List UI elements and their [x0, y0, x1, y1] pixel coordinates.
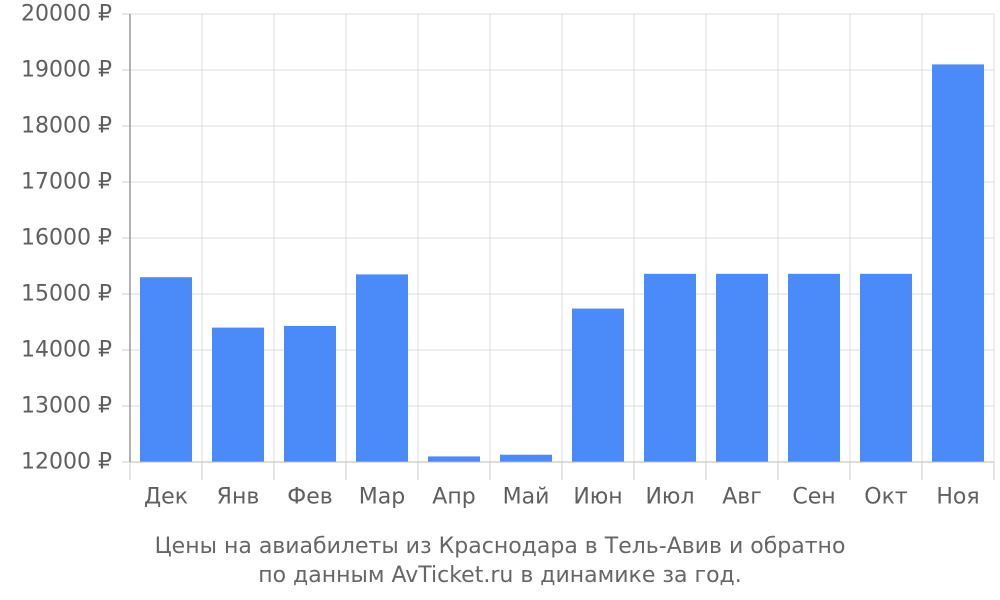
x-tick-label: Фев	[287, 485, 332, 510]
x-tick-label: Дек	[144, 485, 188, 510]
bar-5	[428, 456, 480, 462]
bar-chart: 12000 ₽ 13000 ₽ 14000 ₽ 15000 ₽ 16000 ₽ 17000…	[21, 2, 995, 510]
axes	[129, 14, 994, 463]
grid-lines	[122, 13, 995, 480]
y-tick-label: 16000 ₽	[21, 226, 112, 251]
x-tick-label: Мар	[359, 485, 405, 510]
y-tick-labels: 12000 ₽ 13000 ₽ 14000 ₽ 15000 ₽ 16000 ₽ 17000…	[21, 2, 112, 475]
y-tick-label: 18000 ₽	[21, 114, 112, 139]
bar-6	[500, 454, 552, 462]
x-tick-label: Июн	[573, 485, 622, 510]
x-tick-label: Май	[503, 485, 550, 510]
chart-caption-line-2: по данным AvTicket.ru в динамике за год.	[258, 563, 742, 588]
bar-10	[788, 273, 840, 462]
bars	[140, 64, 984, 463]
y-tick-label: 17000 ₽	[21, 170, 112, 195]
bar-12	[932, 64, 984, 463]
bar-9	[716, 273, 768, 462]
x-tick-label: Янв	[217, 485, 260, 510]
x-tick-label: Окт	[864, 485, 908, 510]
bar-7	[572, 308, 624, 462]
y-tick-label: 12000 ₽	[21, 450, 112, 475]
bar-3	[284, 325, 336, 462]
chart-caption-line-1: Цены на авиабилеты из Краснодара в Тель-…	[154, 534, 846, 559]
y-tick-label: 19000 ₽	[21, 58, 112, 83]
bar-2	[212, 327, 264, 462]
x-tick-label: Ноя	[936, 485, 979, 510]
y-tick-label: 15000 ₽	[21, 282, 112, 307]
bar-1	[140, 277, 192, 462]
x-tick-label: Сен	[792, 485, 835, 510]
x-tick-label: Апр	[432, 485, 475, 510]
bar-8	[644, 273, 696, 462]
x-tick-label: Авг	[722, 485, 762, 510]
y-tick-label: 13000 ₽	[21, 394, 112, 419]
y-tick-label: 14000 ₽	[21, 338, 112, 363]
y-tick-label: 20000 ₽	[21, 2, 112, 27]
bar-11	[860, 273, 912, 462]
x-tick-labels: Дек Янв Фев Мар Апр Май Июн Июл Авг Сен Окт Ноя	[144, 485, 980, 510]
x-tick-label: Июл	[645, 485, 694, 510]
bar-4	[356, 274, 408, 462]
